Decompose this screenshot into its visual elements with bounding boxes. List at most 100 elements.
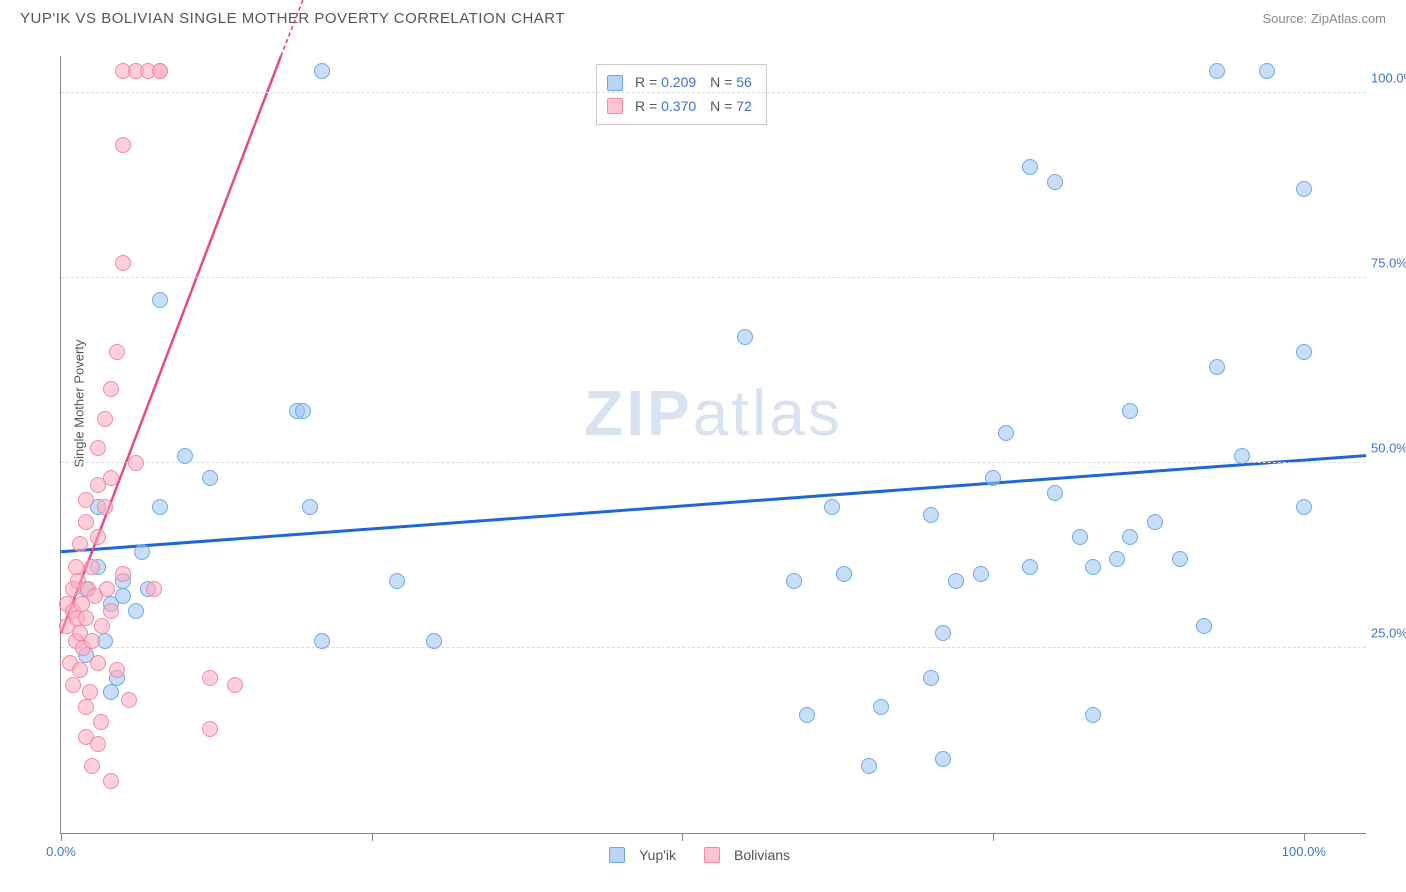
data-point bbox=[78, 699, 94, 715]
data-point bbox=[1047, 485, 1063, 501]
data-point bbox=[103, 684, 119, 700]
data-point bbox=[128, 455, 144, 471]
x-tick-label: 100.0% bbox=[1282, 844, 1326, 859]
data-point bbox=[78, 492, 94, 508]
gridline bbox=[61, 647, 1366, 648]
data-point bbox=[82, 684, 98, 700]
chart-title: YUP'IK VS BOLIVIAN SINGLE MOTHER POVERTY… bbox=[20, 10, 565, 27]
data-point bbox=[1147, 514, 1163, 530]
stats-legend-box: R = 0.209N = 56 R = 0.370N = 72 bbox=[596, 64, 767, 126]
data-point bbox=[1122, 529, 1138, 545]
data-point bbox=[94, 618, 110, 634]
data-point bbox=[103, 773, 119, 789]
data-point bbox=[227, 677, 243, 693]
data-point bbox=[998, 425, 1014, 441]
data-point bbox=[1296, 181, 1312, 197]
data-point bbox=[84, 633, 100, 649]
y-tick-label: 25.0% bbox=[1371, 626, 1406, 641]
data-point bbox=[93, 714, 109, 730]
data-point bbox=[103, 603, 119, 619]
y-tick-label: 100.0% bbox=[1371, 71, 1406, 86]
data-point bbox=[1022, 159, 1038, 175]
data-point bbox=[202, 721, 218, 737]
data-point bbox=[786, 573, 802, 589]
data-point bbox=[90, 440, 106, 456]
data-point bbox=[314, 63, 330, 79]
legend-label-bolivians: Bolivians bbox=[734, 847, 790, 863]
data-point bbox=[935, 625, 951, 641]
stats-row-yupik: R = 0.209N = 56 bbox=[607, 71, 752, 95]
data-point bbox=[202, 670, 218, 686]
data-point bbox=[426, 633, 442, 649]
gridline bbox=[61, 277, 1366, 278]
legend-swatch-yupik bbox=[609, 847, 625, 863]
data-point bbox=[295, 403, 311, 419]
data-point bbox=[90, 655, 106, 671]
data-point bbox=[109, 662, 125, 678]
gridline bbox=[61, 462, 1366, 463]
data-point bbox=[389, 573, 405, 589]
data-point bbox=[99, 581, 115, 597]
data-point bbox=[1296, 499, 1312, 515]
data-point bbox=[861, 758, 877, 774]
data-point bbox=[152, 63, 168, 79]
data-point bbox=[115, 588, 131, 604]
plot-area: ZIPatlas R = 0.209N = 56 R = 0.370N = 72… bbox=[60, 56, 1366, 834]
data-point bbox=[72, 662, 88, 678]
x-tick bbox=[372, 833, 373, 841]
data-point bbox=[72, 536, 88, 552]
data-point bbox=[121, 692, 137, 708]
x-tick bbox=[993, 833, 994, 841]
data-point bbox=[97, 411, 113, 427]
data-point bbox=[985, 470, 1001, 486]
data-point bbox=[202, 470, 218, 486]
data-point bbox=[1172, 551, 1188, 567]
data-point bbox=[152, 292, 168, 308]
data-point bbox=[1085, 559, 1101, 575]
swatch-yupik bbox=[607, 75, 623, 91]
data-point bbox=[1234, 448, 1250, 464]
data-point bbox=[78, 610, 94, 626]
data-point bbox=[314, 633, 330, 649]
data-point bbox=[948, 573, 964, 589]
data-point bbox=[1122, 403, 1138, 419]
data-point bbox=[737, 329, 753, 345]
source-attribution: Source: ZipAtlas.com bbox=[1262, 11, 1386, 26]
data-point bbox=[935, 751, 951, 767]
x-tick bbox=[61, 833, 62, 841]
data-point bbox=[973, 566, 989, 582]
data-point bbox=[90, 736, 106, 752]
data-point bbox=[152, 499, 168, 515]
data-point bbox=[1047, 174, 1063, 190]
data-point bbox=[115, 566, 131, 582]
chart-container: Single Mother Poverty ZIPatlas R = 0.209… bbox=[20, 38, 1386, 882]
data-point bbox=[177, 448, 193, 464]
x-tick bbox=[682, 833, 683, 841]
data-point bbox=[1072, 529, 1088, 545]
data-point bbox=[873, 699, 889, 715]
data-point bbox=[65, 677, 81, 693]
data-point bbox=[78, 514, 94, 530]
data-point bbox=[1209, 359, 1225, 375]
data-point bbox=[128, 603, 144, 619]
data-point bbox=[134, 544, 150, 560]
legend-swatch-bolivians bbox=[704, 847, 720, 863]
data-point bbox=[84, 559, 100, 575]
data-point bbox=[923, 507, 939, 523]
data-point bbox=[824, 499, 840, 515]
data-point bbox=[1085, 707, 1101, 723]
data-point bbox=[103, 381, 119, 397]
gridline bbox=[61, 92, 1366, 93]
data-point bbox=[109, 344, 125, 360]
data-point bbox=[115, 137, 131, 153]
y-tick-label: 75.0% bbox=[1371, 256, 1406, 271]
data-point bbox=[1259, 63, 1275, 79]
data-point bbox=[1296, 344, 1312, 360]
data-point bbox=[103, 470, 119, 486]
data-point bbox=[68, 559, 84, 575]
data-point bbox=[1022, 559, 1038, 575]
data-point bbox=[302, 499, 318, 515]
data-point bbox=[115, 255, 131, 271]
data-point bbox=[97, 499, 113, 515]
y-tick-label: 50.0% bbox=[1371, 441, 1406, 456]
